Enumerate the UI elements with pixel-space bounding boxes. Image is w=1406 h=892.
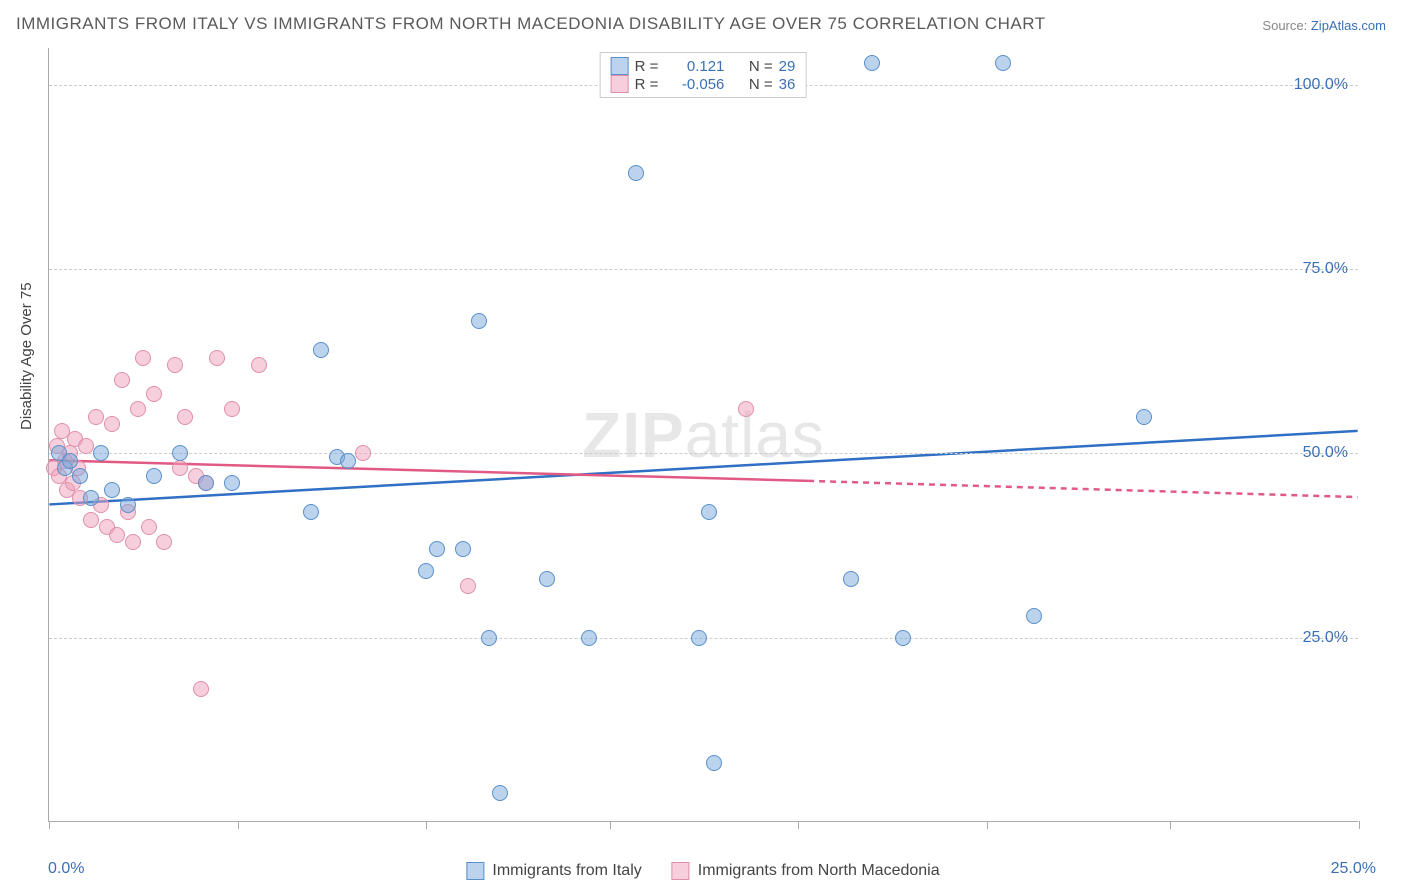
data-point-italy — [1136, 409, 1152, 425]
legend-row-italy: R = 0.121 N = 29 — [611, 57, 796, 75]
x-tick — [1359, 821, 1360, 829]
swatch-blue — [466, 862, 484, 880]
data-point-italy — [224, 475, 240, 491]
data-point-italy — [481, 630, 497, 646]
data-point-italy — [895, 630, 911, 646]
data-point-italy — [995, 55, 1011, 71]
data-point-italy — [701, 504, 717, 520]
data-point-macedonia — [209, 350, 225, 366]
data-point-italy — [628, 165, 644, 181]
data-point-macedonia — [224, 401, 240, 417]
macedonia-n-value: 36 — [779, 76, 796, 93]
data-point-macedonia — [167, 357, 183, 373]
watermark: ZIPatlas — [582, 398, 825, 472]
y-tick-label: 25.0% — [1303, 629, 1348, 647]
plot-area: ZIPatlas 25.0% 50.0% 75.0% 100.0% — [48, 48, 1358, 822]
source-label: Source: — [1262, 18, 1307, 33]
y-axis-label: Disability Age Over 75 — [18, 282, 35, 430]
data-point-macedonia — [146, 386, 162, 402]
data-point-macedonia — [738, 401, 754, 417]
data-point-italy — [62, 453, 78, 469]
data-point-italy — [120, 497, 136, 513]
data-point-macedonia — [135, 350, 151, 366]
data-point-italy — [471, 313, 487, 329]
italy-n-value: 29 — [779, 58, 796, 75]
italy-r-value: 0.121 — [664, 58, 724, 75]
x-tick — [1170, 821, 1171, 829]
data-point-italy — [72, 468, 88, 484]
data-point-italy — [1026, 608, 1042, 624]
correlation-legend: R = 0.121 N = 29 R = -0.056 N = 36 — [600, 52, 807, 98]
legend-row-macedonia: R = -0.056 N = 36 — [611, 75, 796, 93]
x-tick-25: 25.0% — [1331, 860, 1376, 878]
macedonia-label: Immigrants from North Macedonia — [698, 862, 940, 880]
series-legend: Immigrants from Italy Immigrants from No… — [466, 862, 939, 880]
y-tick-label: 50.0% — [1303, 444, 1348, 462]
legend-item-italy: Immigrants from Italy — [466, 862, 641, 880]
gridline — [49, 269, 1358, 270]
data-point-italy — [691, 630, 707, 646]
macedonia-r-value: -0.056 — [664, 76, 724, 93]
data-point-italy — [83, 490, 99, 506]
data-point-italy — [303, 504, 319, 520]
x-tick-0: 0.0% — [48, 860, 84, 878]
data-point-macedonia — [109, 527, 125, 543]
trend-lines-svg — [49, 48, 1358, 821]
data-point-italy — [93, 445, 109, 461]
data-point-italy — [864, 55, 880, 71]
data-point-italy — [418, 563, 434, 579]
y-tick-label: 100.0% — [1294, 76, 1348, 94]
data-point-macedonia — [88, 409, 104, 425]
data-point-italy — [429, 541, 445, 557]
data-point-macedonia — [83, 512, 99, 528]
r-label: R = — [635, 58, 659, 75]
data-point-macedonia — [130, 401, 146, 417]
data-point-macedonia — [156, 534, 172, 550]
data-point-italy — [455, 541, 471, 557]
x-tick — [610, 821, 611, 829]
x-tick — [987, 821, 988, 829]
source-link[interactable]: ZipAtlas.com — [1311, 18, 1386, 33]
data-point-italy — [492, 785, 508, 801]
swatch-blue — [611, 57, 629, 75]
data-point-italy — [539, 571, 555, 587]
chart-title: IMMIGRANTS FROM ITALY VS IMMIGRANTS FROM… — [16, 14, 1046, 34]
italy-label: Immigrants from Italy — [492, 862, 641, 880]
data-point-macedonia — [141, 519, 157, 535]
data-point-italy — [172, 445, 188, 461]
gridline — [49, 453, 1358, 454]
n-label: N = — [749, 76, 773, 93]
data-point-italy — [581, 630, 597, 646]
swatch-pink — [611, 75, 629, 93]
data-point-italy — [706, 755, 722, 771]
data-point-italy — [146, 468, 162, 484]
data-point-macedonia — [78, 438, 94, 454]
n-label: N = — [749, 58, 773, 75]
r-label: R = — [635, 76, 659, 93]
source-attribution: Source: ZipAtlas.com — [1262, 18, 1386, 33]
data-point-italy — [340, 453, 356, 469]
x-tick — [798, 821, 799, 829]
data-point-italy — [198, 475, 214, 491]
data-point-macedonia — [460, 578, 476, 594]
x-tick — [426, 821, 427, 829]
y-tick-label: 75.0% — [1303, 260, 1348, 278]
data-point-macedonia — [251, 357, 267, 373]
data-point-italy — [313, 342, 329, 358]
data-point-macedonia — [177, 409, 193, 425]
x-tick — [49, 821, 50, 829]
data-point-italy — [843, 571, 859, 587]
data-point-italy — [104, 482, 120, 498]
data-point-macedonia — [114, 372, 130, 388]
data-point-macedonia — [355, 445, 371, 461]
data-point-macedonia — [172, 460, 188, 476]
data-point-macedonia — [125, 534, 141, 550]
x-tick — [238, 821, 239, 829]
data-point-macedonia — [104, 416, 120, 432]
swatch-pink — [672, 862, 690, 880]
legend-item-macedonia: Immigrants from North Macedonia — [672, 862, 940, 880]
data-point-macedonia — [193, 681, 209, 697]
